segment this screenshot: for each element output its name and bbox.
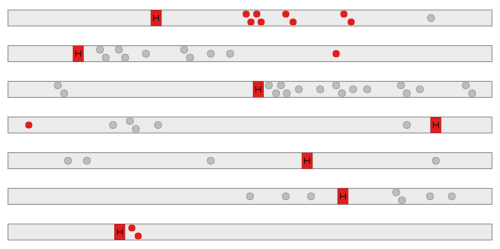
dot: [427, 14, 434, 21]
dot: [247, 18, 254, 25]
dot: [448, 193, 455, 200]
plot-area: [54, 81, 476, 97]
cursor: [73, 46, 83, 62]
cursor-icon: [340, 193, 345, 199]
track: [8, 117, 492, 133]
cursor-icon: [154, 15, 159, 21]
dot: [317, 86, 324, 93]
plot-area: [151, 10, 435, 26]
track: [8, 224, 492, 240]
dot: [295, 86, 302, 93]
dot: [469, 90, 476, 97]
dot: [273, 90, 280, 97]
dot: [333, 82, 340, 89]
dot: [403, 121, 410, 128]
dot: [135, 232, 142, 239]
dot: [282, 10, 289, 17]
dot: [426, 193, 433, 200]
plot-area: [73, 46, 340, 62]
dot: [397, 82, 404, 89]
cursor-body: [115, 224, 125, 240]
dot: [25, 121, 32, 128]
dot: [132, 125, 139, 132]
dot: [243, 10, 250, 17]
cursor-icon: [76, 51, 81, 57]
dot: [253, 10, 260, 17]
dot: [349, 86, 356, 93]
track: [8, 46, 492, 62]
dot: [432, 157, 439, 164]
dot: [128, 224, 135, 231]
cursor-body: [431, 117, 441, 133]
dot: [207, 157, 214, 164]
dot: [416, 86, 423, 93]
dot: [462, 82, 469, 89]
cursor: [115, 224, 125, 240]
strip-row: [8, 117, 492, 133]
cursor-icon: [256, 86, 261, 92]
cursor-icon: [117, 229, 122, 235]
dot: [181, 46, 188, 53]
dot: [338, 90, 345, 97]
dot: [186, 54, 193, 61]
strip-charts: [0, 0, 500, 249]
dot: [258, 18, 265, 25]
dot: [364, 86, 371, 93]
cursor-icon: [433, 122, 438, 128]
plot-area: [246, 188, 455, 204]
cursor-body: [253, 81, 263, 97]
track: [8, 81, 492, 97]
dot: [265, 82, 272, 89]
track: [8, 188, 492, 204]
dot: [64, 157, 71, 164]
strip-row: [8, 224, 492, 240]
cursor-body: [151, 10, 161, 26]
dot: [283, 90, 290, 97]
dot: [340, 10, 347, 17]
dot: [282, 193, 289, 200]
dot: [96, 46, 103, 53]
dot: [333, 50, 340, 57]
dot: [115, 46, 122, 53]
cursor: [338, 188, 348, 204]
plot-area: [25, 117, 441, 133]
dot: [289, 18, 296, 25]
dot: [126, 117, 133, 124]
dot: [54, 82, 61, 89]
dot: [83, 157, 90, 164]
dot: [398, 197, 405, 204]
dot: [403, 90, 410, 97]
dot: [154, 121, 161, 128]
track: [8, 10, 492, 26]
cursor-body: [302, 153, 312, 169]
plot-area: [64, 153, 439, 169]
cursor: [431, 117, 441, 133]
plot-area: [115, 224, 142, 240]
cursor: [151, 10, 161, 26]
dot: [122, 54, 129, 61]
cursor-icon: [305, 158, 310, 164]
dot: [393, 189, 400, 196]
dot: [348, 18, 355, 25]
dot: [277, 82, 284, 89]
strip-row: [8, 153, 492, 169]
dot: [142, 50, 149, 57]
dot: [102, 54, 109, 61]
cursor-body: [338, 188, 348, 204]
dot: [307, 193, 314, 200]
track: [8, 153, 492, 169]
strip-row: [8, 188, 492, 204]
cursor: [302, 153, 312, 169]
dot: [109, 121, 116, 128]
dot: [61, 90, 68, 97]
strip-row: [8, 10, 492, 26]
cursor-body: [73, 46, 83, 62]
dot: [246, 193, 253, 200]
dot: [227, 50, 234, 57]
dot: [207, 50, 214, 57]
strip-row: [8, 46, 492, 62]
cursor: [253, 81, 263, 97]
strip-row: [8, 81, 492, 97]
